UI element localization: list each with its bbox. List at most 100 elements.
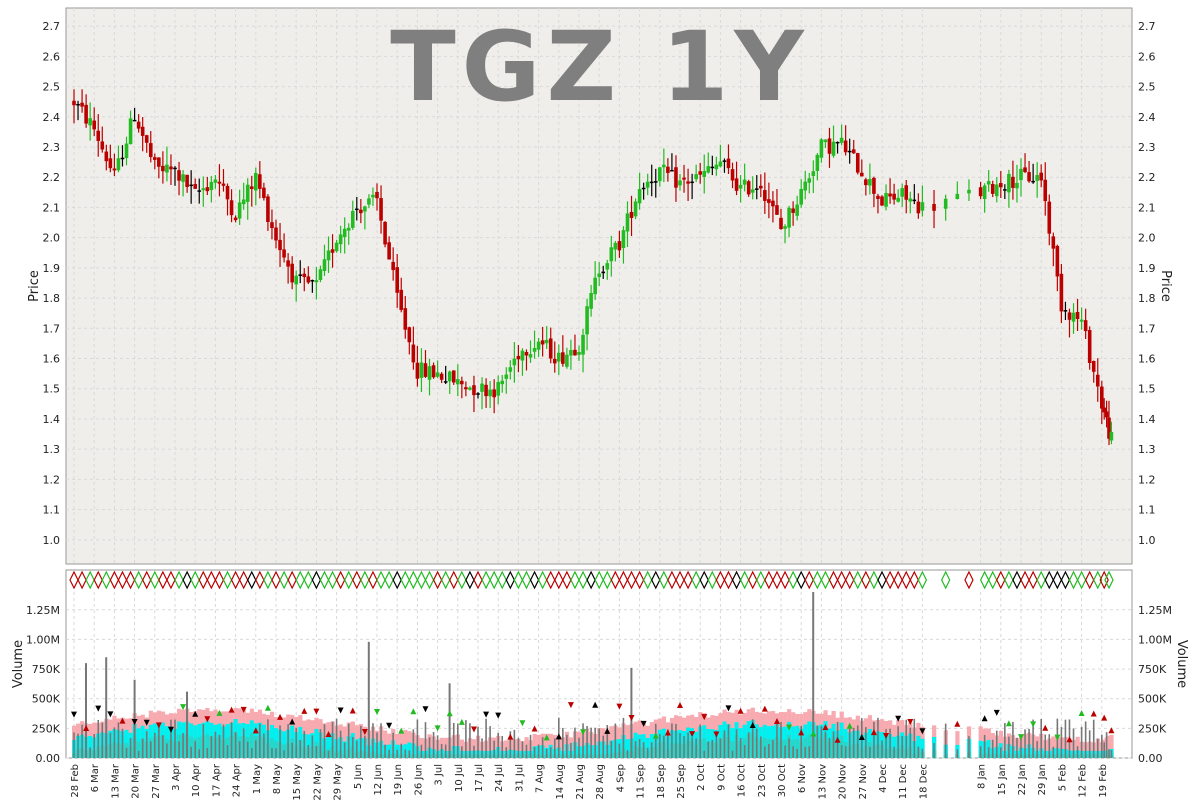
candle	[702, 154, 707, 194]
volume-bar	[832, 731, 835, 758]
candle	[504, 367, 509, 394]
signal-marker	[885, 570, 895, 590]
price-tick-label: 1.7	[1138, 322, 1156, 335]
x-tick-label: 19 Jun	[393, 764, 404, 796]
volume-bar	[420, 744, 423, 758]
signal-marker	[828, 570, 839, 590]
volume-marker	[398, 727, 405, 734]
candle	[920, 185, 925, 217]
volume-marker	[786, 724, 793, 731]
volume-tick-label: 500K	[32, 693, 61, 706]
signal-marker	[230, 570, 241, 590]
price-tick-label: 1.2	[43, 473, 61, 486]
candle	[880, 195, 884, 206]
volume-tick-label: 250K	[32, 722, 61, 735]
signal-marker	[457, 570, 467, 590]
candle	[548, 327, 553, 364]
volume-bar	[921, 748, 924, 758]
signal-marker	[344, 570, 354, 590]
volume-bar	[1024, 729, 1026, 758]
volume-bar	[541, 737, 544, 758]
volume-bar	[145, 731, 148, 758]
volume-bar	[271, 747, 273, 758]
candle	[399, 277, 404, 313]
candle	[943, 194, 948, 221]
volume-bar	[933, 743, 935, 758]
volume-bar	[279, 725, 281, 758]
volume-bar	[81, 724, 83, 758]
volume-bar	[97, 719, 100, 758]
volume-bar	[622, 717, 625, 758]
candle	[876, 193, 880, 214]
candle	[662, 148, 666, 183]
candle	[443, 365, 448, 385]
volume-long-average	[1109, 734, 1114, 758]
volume-bar	[1110, 750, 1113, 758]
signal-marker	[659, 570, 669, 590]
volume-base-average	[702, 738, 707, 758]
signal-marker	[198, 570, 208, 590]
volume-bar	[816, 725, 819, 758]
volume-bar	[380, 723, 382, 758]
candle	[714, 156, 719, 176]
x-tick-label: 5 Jun	[353, 764, 364, 789]
candle	[1019, 158, 1023, 197]
volume-bar	[170, 719, 172, 758]
volume-spike-bar	[367, 641, 370, 758]
volume-bar	[877, 717, 879, 758]
price-tick-label: 1.0	[43, 534, 61, 547]
candle	[112, 153, 117, 177]
volume-bar	[979, 746, 982, 758]
candle	[1031, 163, 1035, 184]
volume-bar	[869, 746, 871, 758]
signal-marker	[667, 570, 677, 590]
volume-marker	[664, 729, 671, 736]
candle	[670, 153, 674, 172]
candle	[411, 326, 416, 370]
candle	[144, 134, 149, 153]
signal-marker	[287, 570, 297, 590]
volume-bar	[246, 741, 249, 758]
x-tick-label: 8 Jan	[977, 764, 988, 789]
candle	[80, 89, 84, 113]
x-tick-label: 29 May	[333, 764, 344, 800]
volume-marker	[519, 720, 526, 727]
volume-bar	[501, 735, 504, 758]
volume-bar	[582, 723, 584, 758]
volume-bar	[1096, 738, 1099, 758]
price-tick-label: 2.2	[43, 171, 61, 184]
volume-marker	[155, 722, 162, 729]
x-tick-label: 24 Apr	[232, 763, 243, 797]
volume-bar	[723, 730, 726, 758]
signal-marker	[1104, 570, 1114, 590]
volume-marker	[1090, 710, 1097, 717]
volume-bar	[364, 735, 366, 758]
volume-bar	[505, 747, 508, 758]
candle	[872, 176, 876, 208]
signal-marker	[465, 570, 475, 590]
signal-marker	[142, 570, 152, 590]
candle	[767, 182, 771, 219]
volume-bar	[444, 744, 447, 758]
volume-spike-bar	[186, 691, 188, 758]
candle	[601, 265, 606, 279]
candle	[569, 339, 573, 370]
signal-marker	[101, 570, 111, 590]
signal-marker	[384, 570, 394, 590]
candle	[254, 167, 258, 206]
candle	[787, 205, 791, 238]
price-tick-label: 1.3	[43, 443, 61, 456]
volume-bar	[1084, 721, 1087, 758]
volume-bar	[396, 749, 398, 758]
candle	[759, 174, 763, 198]
candle	[177, 161, 181, 196]
candle	[419, 348, 424, 392]
volume-marker	[301, 707, 308, 714]
candle	[738, 175, 743, 203]
candle	[613, 240, 618, 262]
signal-marker	[853, 570, 863, 590]
candle	[96, 114, 101, 157]
volume-bar	[715, 730, 718, 758]
volume-marker	[834, 736, 841, 743]
volume-bar	[610, 740, 613, 758]
